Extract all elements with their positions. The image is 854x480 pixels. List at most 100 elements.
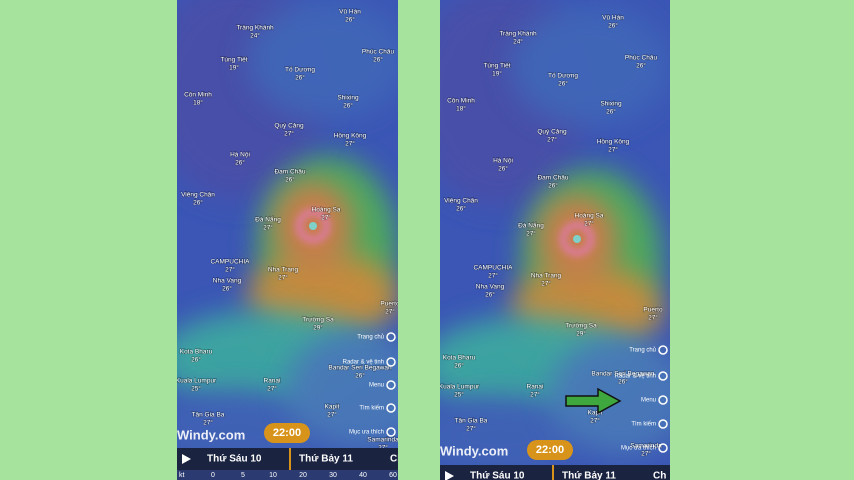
- cyclone-eye: [573, 235, 581, 243]
- menu-icon[interactable]: [658, 419, 668, 429]
- menu-icon[interactable]: [658, 371, 668, 381]
- place-name: Kapit: [588, 410, 603, 417]
- place-name: Hà Nội: [230, 152, 250, 159]
- scale-tick: 5: [241, 472, 245, 479]
- menu-label[interactable]: Trang chủ: [357, 334, 384, 341]
- place-name: Kota Bharu: [180, 349, 213, 356]
- place-temp: 27°: [327, 411, 337, 419]
- menu-icon[interactable]: [658, 443, 668, 453]
- day-label[interactable]: Thứ Sáu 10: [470, 471, 525, 480]
- place-name: Nha Trang: [531, 273, 562, 280]
- place-temp: 25°: [454, 391, 464, 399]
- menu-icon[interactable]: [386, 357, 396, 367]
- place-temp: 26°: [548, 182, 558, 190]
- scale-tick: 40: [359, 472, 367, 479]
- place-name: Kota Bharu: [443, 355, 476, 362]
- menu-label[interactable]: Menu: [369, 383, 384, 389]
- place-name: Vũ Hán: [602, 15, 624, 22]
- timeline-bar: [177, 448, 398, 470]
- play-button[interactable]: [182, 454, 191, 464]
- place-name: Nha Trang: [268, 267, 299, 274]
- place-name: Samarinda: [367, 437, 399, 444]
- place-temp: 26°: [235, 159, 245, 167]
- place-temp: 27°: [225, 266, 235, 274]
- time-label[interactable]: 22:00: [273, 427, 301, 439]
- place-name: Tràng Khánh: [499, 31, 537, 38]
- place-temp: 27°: [321, 214, 331, 222]
- place-name: Côn Minh: [184, 92, 212, 99]
- menu-label[interactable]: Tìm kiếm: [631, 422, 656, 428]
- day-label[interactable]: Thứ Sáu 10: [207, 454, 262, 465]
- day-label[interactable]: Thứ Bảy 11: [562, 471, 616, 480]
- place-temp: 26°: [345, 16, 355, 24]
- place-name: Đam Châu: [537, 175, 568, 182]
- place-name: Kuala Lumpur: [176, 378, 217, 385]
- place-temp: 27°: [385, 308, 395, 316]
- pointer-arrow: [565, 387, 622, 415]
- windy-logo: Windy.com: [440, 443, 508, 458]
- place-temp: 29°: [313, 324, 323, 332]
- place-name: Tân Gia Ba: [192, 412, 225, 419]
- place-name: CAMPUCHIA: [210, 259, 250, 266]
- place-temp: 26°: [355, 372, 365, 380]
- wind-area: [287, 330, 398, 450]
- time-pill[interactable]: [527, 440, 573, 460]
- place-name: Đam Châu: [274, 169, 305, 176]
- menu-label[interactable]: Trang chủ: [629, 347, 656, 354]
- place-temp: 19°: [492, 70, 502, 78]
- place-temp: 27°: [526, 230, 536, 238]
- scale-unit: kt: [179, 472, 185, 479]
- menu-label[interactable]: Mục ưa thích: [349, 430, 384, 436]
- place-name: CAMPUCHIA: [473, 265, 513, 272]
- place-temp: 27°: [590, 417, 600, 425]
- time-label[interactable]: 22:00: [536, 444, 564, 456]
- place-name: Đà Nẵng: [518, 221, 544, 230]
- menu-icon[interactable]: [658, 395, 668, 405]
- wind-area: [247, 0, 398, 120]
- menu-label[interactable]: Menu: [641, 398, 656, 404]
- menu-icon[interactable]: [386, 332, 396, 342]
- place-temp: 26°: [343, 102, 353, 110]
- place-name: Tố Dương: [548, 71, 578, 80]
- menu-label[interactable]: Radar & vệ tinh: [615, 374, 656, 380]
- place-temp: 29°: [576, 330, 586, 338]
- menu-icon[interactable]: [386, 380, 396, 390]
- place-temp: 27°: [267, 385, 277, 393]
- menu-label[interactable]: Tìm kiếm: [359, 406, 384, 412]
- place-temp: 26°: [454, 362, 464, 370]
- menu-label[interactable]: Radar & vệ tinh: [343, 360, 384, 366]
- place-temp: 27°: [541, 280, 551, 288]
- place-name: Bandar Seri Begawan: [328, 365, 392, 372]
- place-name: Quý Cảng: [537, 129, 567, 136]
- cyclone-eye: [309, 222, 317, 230]
- place-temp: 18°: [456, 105, 466, 113]
- place-temp: 26°: [608, 22, 618, 30]
- place-name: Tùng Tiết: [483, 61, 510, 70]
- place-name: Hồng Kông: [334, 131, 367, 140]
- place-name: Hà Nội: [493, 158, 513, 165]
- menu-icon[interactable]: [386, 403, 396, 413]
- play-button[interactable]: [445, 471, 454, 480]
- place-name: Shixing: [337, 95, 359, 102]
- menu-label[interactable]: Mục ưa thích: [621, 446, 656, 452]
- place-name: Puerto: [380, 301, 400, 308]
- day-label[interactable]: Thứ Bảy 11: [299, 454, 353, 465]
- place-temp: 26°: [618, 378, 628, 386]
- place-name: Hoàng Sa: [312, 207, 341, 214]
- menu-icon[interactable]: [658, 345, 668, 355]
- place-temp: 26°: [295, 74, 305, 82]
- scale-bg: [177, 470, 398, 480]
- place-temp: 26°: [606, 108, 616, 116]
- place-temp: 26°: [636, 62, 646, 70]
- day-label[interactable]: Ch: [653, 471, 666, 480]
- day-label[interactable]: Ch: [390, 454, 403, 465]
- place-temp: 26°: [485, 291, 495, 299]
- menu-icon[interactable]: [386, 427, 396, 437]
- time-pill[interactable]: [264, 423, 310, 443]
- place-name: Ranai: [527, 384, 544, 391]
- place-temp: 27°: [203, 419, 213, 427]
- place-temp: 26°: [498, 165, 508, 173]
